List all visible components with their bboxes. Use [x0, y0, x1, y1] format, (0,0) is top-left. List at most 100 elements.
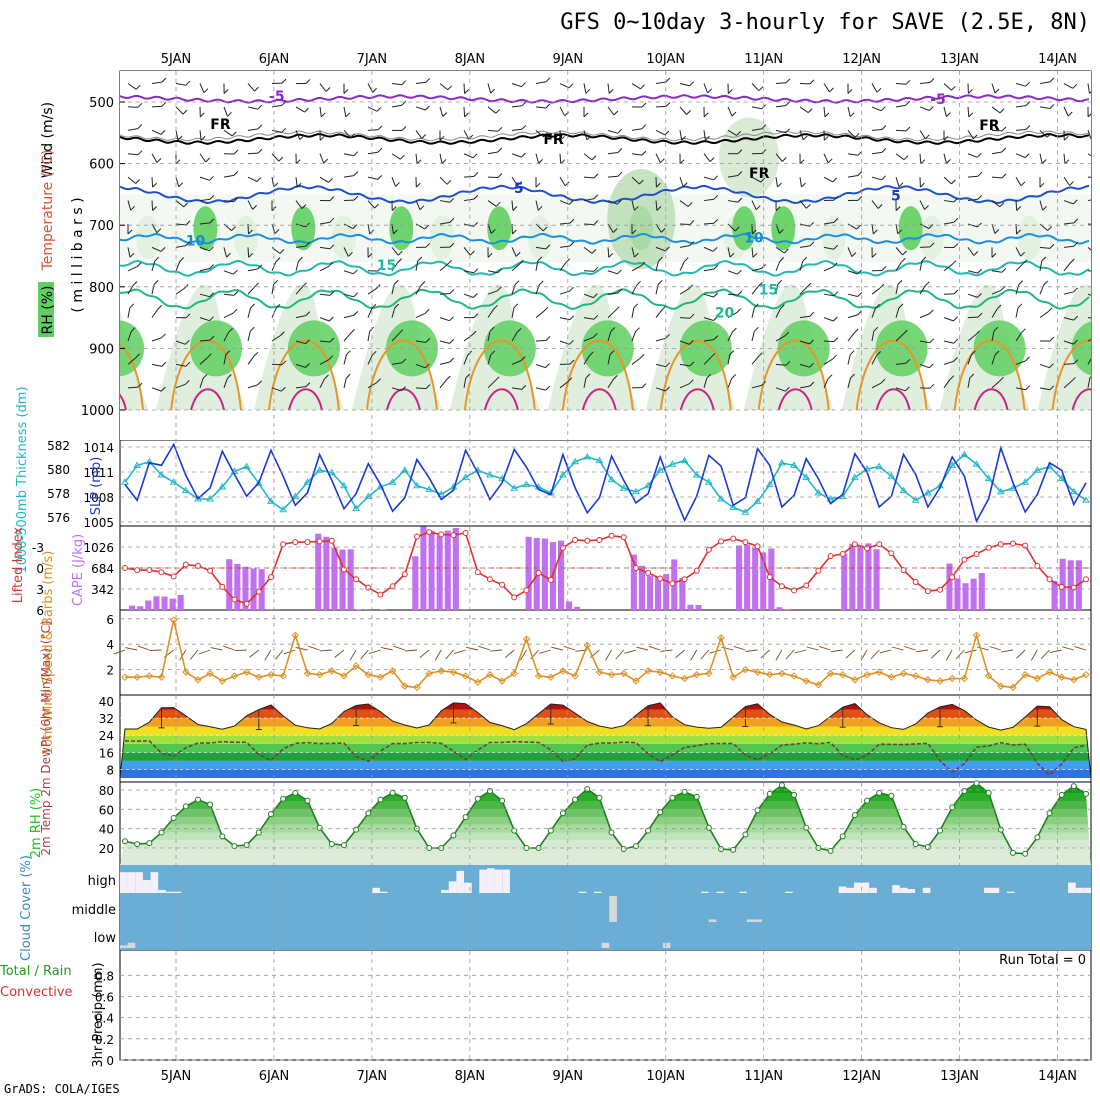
wind-barb-flag: [1025, 385, 1031, 391]
rh2m-point: [949, 804, 956, 811]
cloud-bar-high: [899, 887, 908, 893]
wind-barb: [943, 317, 954, 322]
wind-barb-flag: [560, 135, 565, 141]
wind-barb: [295, 260, 299, 271]
wind-barb-flag: [929, 338, 935, 344]
wind-barb-flag: [929, 363, 934, 369]
wind-barb-flag: [232, 308, 238, 314]
wind-barb: [727, 293, 739, 296]
wind-barb-flag: [231, 226, 236, 231]
wind-barb: [1039, 200, 1044, 211]
wind-barb: [967, 106, 970, 117]
thickness-point: [984, 474, 993, 482]
lifted-index-point: [194, 562, 201, 569]
rh2m-point: [1083, 790, 1089, 797]
wind-barb-10m: [295, 647, 308, 651]
cloud-bar-high: [578, 891, 587, 893]
rh-legend-swatch: [38, 282, 54, 337]
wind-barb-flag: [898, 182, 904, 188]
wind-barb-flag: [737, 149, 743, 154]
wind-barb: [799, 200, 807, 209]
rh2m-point: [146, 840, 153, 847]
wind10m-point: [242, 668, 251, 676]
rh-shade-base: [120, 848, 1091, 865]
cape-bar: [776, 607, 783, 610]
rh2m-point: [730, 846, 737, 853]
wind-barb: [415, 153, 418, 164]
wind-barb-flag: [617, 288, 623, 294]
x-label-top: 13JAN: [940, 52, 979, 67]
wind-barb: [439, 106, 444, 117]
wind-barb-flag: [156, 228, 162, 234]
lifted-index-point: [827, 553, 834, 560]
temp-contour-25: [757, 339, 830, 411]
lifted-index-point: [523, 587, 530, 594]
wind-barb: [871, 382, 882, 389]
rh2m-point: [340, 842, 347, 849]
wind-barb-flag: [758, 86, 764, 92]
contour-label: -5: [930, 92, 946, 108]
thickness-point: [303, 478, 312, 485]
wind-barb-flag: [281, 386, 286, 392]
wind-barb: [535, 340, 547, 342]
thickness-point: [948, 461, 957, 468]
wind-barb-10m: [830, 649, 843, 653]
wind10m-point: [267, 670, 275, 679]
wind-barb-flag: [781, 157, 787, 162]
wind-barb: [1063, 262, 1071, 272]
wind-barb: [895, 83, 907, 85]
wind-barb: [871, 129, 883, 131]
wind-barb-flag: [223, 89, 229, 94]
temp-contour-25: [953, 339, 1026, 411]
cape-li-panel: [120, 526, 1091, 610]
wind-barb-10m: [904, 646, 916, 651]
wind-barb-flag: [879, 283, 885, 289]
rh-tick-label: 20: [99, 842, 114, 856]
rh-blob: [291, 206, 316, 251]
rh2m-point: [657, 809, 664, 816]
wind-barb-flag: [447, 85, 453, 91]
y-axis-label-wind: Wind (m/s): [40, 102, 56, 178]
wind-barb-flag: [226, 252, 231, 258]
lifted-index-point: [231, 596, 238, 603]
rh-blob: [389, 206, 414, 251]
wind-barb: [127, 200, 132, 211]
wind-barb-flag: [248, 229, 253, 235]
wind-barb-flag: [809, 241, 815, 247]
wind-barb-flag: [809, 362, 814, 368]
wind-barb-flag: [257, 104, 263, 110]
cloud-bar-high: [456, 870, 464, 893]
wind-barb-flag: [325, 87, 331, 92]
wind-barb-flag: [425, 338, 431, 343]
x-label-top: 11JAN: [744, 52, 783, 67]
wind-barb-flag: [616, 199, 622, 205]
wind-barb: [607, 247, 610, 258]
panel-frame-7: [119, 949, 1092, 1061]
thickness-point: [388, 478, 397, 485]
thickness-point: [899, 486, 908, 494]
wind-barb-flag: [445, 375, 451, 381]
wind-barb: [895, 262, 902, 272]
wind-barb-flag: [425, 363, 430, 369]
wind-barb-flag: [709, 157, 715, 162]
wind-barb: [895, 176, 900, 187]
wind-barb: [127, 247, 131, 258]
wind10m-point: [1070, 676, 1078, 684]
x-label-bottom: 5JAN: [161, 1069, 192, 1084]
wind-barb: [895, 333, 904, 342]
wind-barb-10m: [660, 649, 673, 652]
wind-barb-flag: [516, 328, 522, 333]
wind-barb-flag: [185, 220, 191, 226]
wind-barb-flag: [1049, 363, 1054, 369]
wind-barb-flag: [257, 264, 263, 270]
wind-barb-flag: [703, 112, 709, 118]
thickness-tick-label: 580: [47, 463, 70, 477]
wind-barb: [1087, 377, 1091, 388]
wind-barb-flag: [137, 102, 143, 108]
wind-barb-flag: [881, 125, 887, 130]
wind-barb-flag: [560, 159, 566, 165]
thickness-axis-label: 1000-500mb Thickness (dm): [15, 386, 30, 573]
wind-barb-10m: [264, 649, 272, 661]
wind-barb: [319, 153, 325, 164]
cape-axis-label: CAPE (J/kg): [71, 534, 86, 606]
